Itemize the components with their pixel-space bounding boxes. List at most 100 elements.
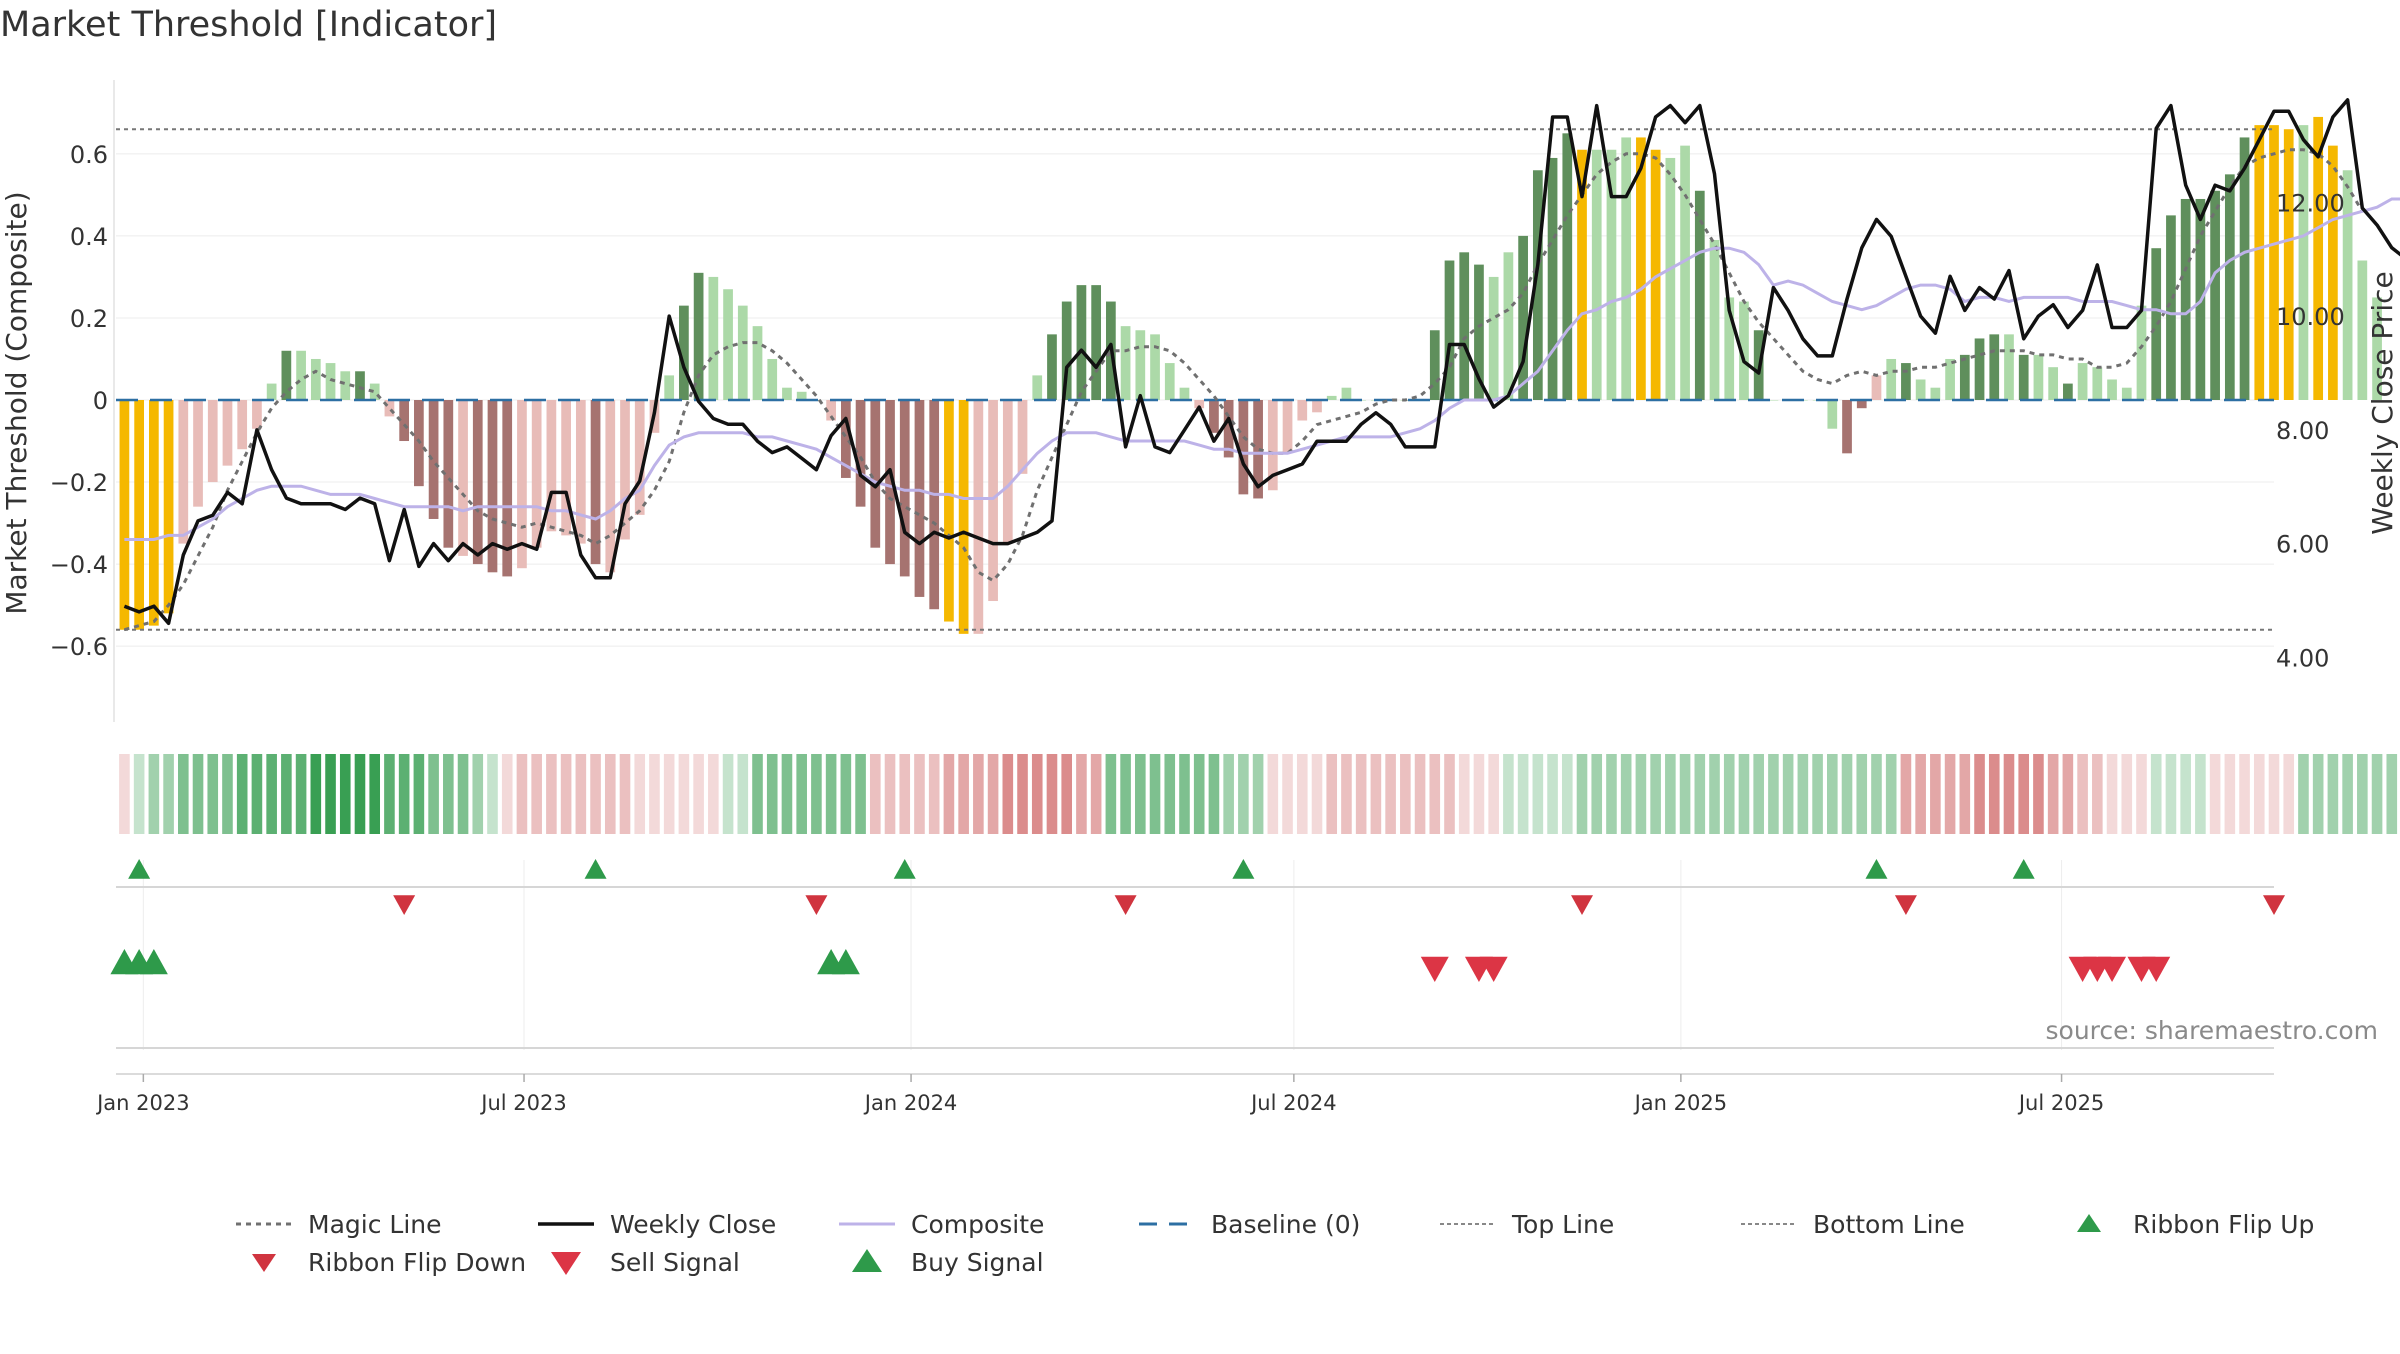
ribbon-cell <box>1959 754 1971 834</box>
histogram-bar <box>119 400 130 630</box>
ribbon-cell <box>2342 754 2353 834</box>
ribbon-cell <box>1282 754 1293 834</box>
ribbon-cell <box>1414 754 1426 834</box>
ribbon-cell <box>1930 754 1941 834</box>
legend-label: Ribbon Flip Down <box>308 1248 526 1277</box>
histogram-bar <box>1562 133 1573 401</box>
ribbon-cell <box>1812 754 1823 834</box>
histogram-bar <box>325 363 336 400</box>
y-tick-label: 0 <box>93 387 108 415</box>
ribbon-cell <box>2224 754 2236 834</box>
ribbon-cell <box>2062 754 2074 834</box>
ribbon-flip-down-marker <box>1114 895 1137 915</box>
ribbon-cell <box>1002 754 1014 834</box>
ribbon-cell <box>1974 754 1985 834</box>
histogram-bar <box>1768 400 1779 401</box>
y2-tick-label: 6.00 <box>2276 531 2329 559</box>
histogram-bar <box>1871 375 1882 400</box>
source-credit: source: sharemaestro.com <box>2046 1016 2379 1045</box>
histogram-bar <box>605 400 616 573</box>
legend-label: Buy Signal <box>911 1248 1044 1277</box>
histogram-bar <box>546 400 557 532</box>
ribbon-cell <box>163 754 174 834</box>
histogram-bar <box>1238 400 1249 495</box>
ribbon-cell <box>1738 754 1750 834</box>
histogram-bar <box>1091 285 1102 400</box>
ribbon-cell <box>1576 754 1588 834</box>
histogram-bar <box>2048 367 2059 400</box>
ribbon-cell <box>266 754 277 834</box>
ribbon-cell <box>1709 754 1720 834</box>
histogram-bar <box>1488 276 1499 400</box>
ribbon-cell <box>384 754 395 834</box>
histogram-bar <box>1061 301 1072 400</box>
ribbon-cell <box>2136 754 2147 834</box>
weekly-close-line <box>123 98 2400 626</box>
ribbon-cell <box>2253 754 2265 834</box>
ribbon-flip-up-marker <box>2012 859 2035 879</box>
histogram-bar <box>914 400 925 597</box>
ribbon-flip-down-marker <box>1894 895 1917 915</box>
ribbon-cell <box>1753 754 1764 834</box>
ribbon-cell <box>1488 754 1499 834</box>
histogram-bar <box>782 387 792 400</box>
ribbon-cell <box>987 754 999 834</box>
histogram-bar <box>664 375 675 400</box>
histogram-bar <box>1959 354 1970 400</box>
ribbon-cell <box>1768 754 1779 834</box>
histogram-bar <box>1547 157 1558 400</box>
ribbon-cell <box>1090 754 1102 834</box>
histogram-bar <box>355 371 365 400</box>
ribbon-cell <box>752 754 763 834</box>
ribbon-cell <box>1473 754 1485 834</box>
histogram-bar <box>767 358 778 400</box>
ribbon-cell <box>1223 754 1234 834</box>
histogram-bar <box>1974 338 1985 400</box>
legend-item-sell-signal: Sell Signal <box>551 1248 740 1277</box>
histogram-bar <box>1856 400 1867 409</box>
trend-ribbon <box>119 754 2398 834</box>
histogram-bar <box>988 400 998 602</box>
histogram-bar <box>281 350 292 400</box>
ribbon-cell <box>1355 754 1367 834</box>
histogram-bar <box>1444 260 1455 400</box>
ribbon-cell <box>869 754 881 834</box>
legend-label: Composite <box>911 1210 1044 1239</box>
histogram-bar <box>1429 330 1440 400</box>
legend-swatch <box>852 1249 882 1272</box>
ribbon-cell <box>1944 754 1956 834</box>
ribbon-cell <box>1900 754 1912 834</box>
ribbon-cell <box>1591 754 1603 834</box>
legend-item-composite: Composite <box>839 1210 1044 1239</box>
ribbon-cell <box>133 754 145 834</box>
histogram-bar <box>899 400 910 577</box>
ribbon-cell <box>2327 754 2339 834</box>
legend-item-ribbon-flip-down: Ribbon Flip Down <box>252 1248 526 1277</box>
histogram-bar <box>369 383 380 400</box>
ribbon-cell <box>1370 754 1382 834</box>
ribbon-cell <box>1782 754 1794 834</box>
x-tick-label: Jan 2024 <box>863 1091 958 1115</box>
ribbon-cell <box>487 754 498 834</box>
histogram-bar <box>2107 379 2117 400</box>
histogram-bar <box>2210 190 2220 400</box>
histogram-bar <box>1223 400 1234 458</box>
buy-signal-marker <box>831 949 860 975</box>
legend-label: Magic Line <box>308 1210 442 1239</box>
ribbon-cell <box>148 754 160 834</box>
histogram-bar <box>634 400 645 515</box>
ribbon-cell <box>1385 754 1396 834</box>
histogram-bar <box>1739 301 1749 400</box>
ribbon-cell <box>192 754 204 834</box>
histogram-bar <box>2033 354 2044 400</box>
ribbon-cell <box>928 754 940 834</box>
ribbon-cell <box>2195 754 2206 834</box>
histogram-bar <box>796 391 807 400</box>
ribbon-cell <box>1561 754 1573 834</box>
histogram-bar <box>2121 387 2132 400</box>
legend-item-bottom-line: Bottom Line <box>1741 1210 1965 1239</box>
histogram-bar <box>207 400 218 483</box>
histogram-bar <box>2180 198 2191 400</box>
ribbon-cell <box>1856 754 1868 834</box>
histogram-bar <box>590 400 601 565</box>
